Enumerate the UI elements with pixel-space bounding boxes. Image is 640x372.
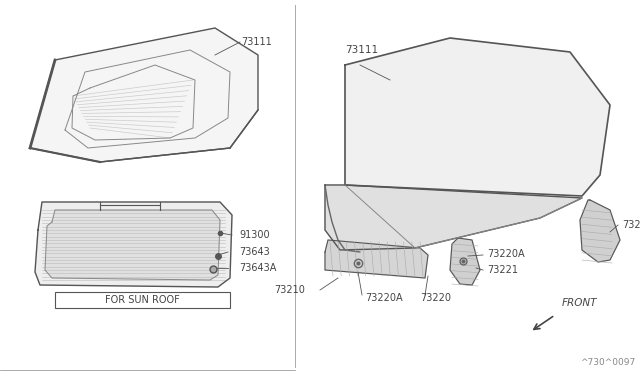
Polygon shape: [450, 238, 480, 285]
Text: 73111: 73111: [241, 37, 272, 47]
Text: FOR SUN ROOF: FOR SUN ROOF: [105, 295, 180, 305]
Text: 73220A: 73220A: [487, 249, 525, 259]
Polygon shape: [30, 28, 258, 162]
Text: 73643A: 73643A: [239, 263, 276, 273]
Text: 73221: 73221: [487, 265, 518, 275]
Text: 73220A: 73220A: [365, 293, 403, 303]
Text: FRONT: FRONT: [562, 298, 598, 308]
Polygon shape: [35, 202, 232, 287]
Polygon shape: [345, 38, 610, 196]
Polygon shape: [325, 185, 582, 250]
Text: 73210: 73210: [274, 285, 305, 295]
Text: 73230: 73230: [622, 220, 640, 230]
Polygon shape: [45, 210, 220, 280]
Text: 91300: 91300: [239, 230, 269, 240]
Text: ^730^0097: ^730^0097: [580, 358, 635, 367]
Text: 73220: 73220: [420, 293, 451, 303]
FancyBboxPatch shape: [55, 292, 230, 308]
Polygon shape: [580, 200, 620, 262]
Polygon shape: [325, 240, 428, 278]
Text: 73111: 73111: [345, 45, 378, 55]
Text: 73643: 73643: [239, 247, 269, 257]
